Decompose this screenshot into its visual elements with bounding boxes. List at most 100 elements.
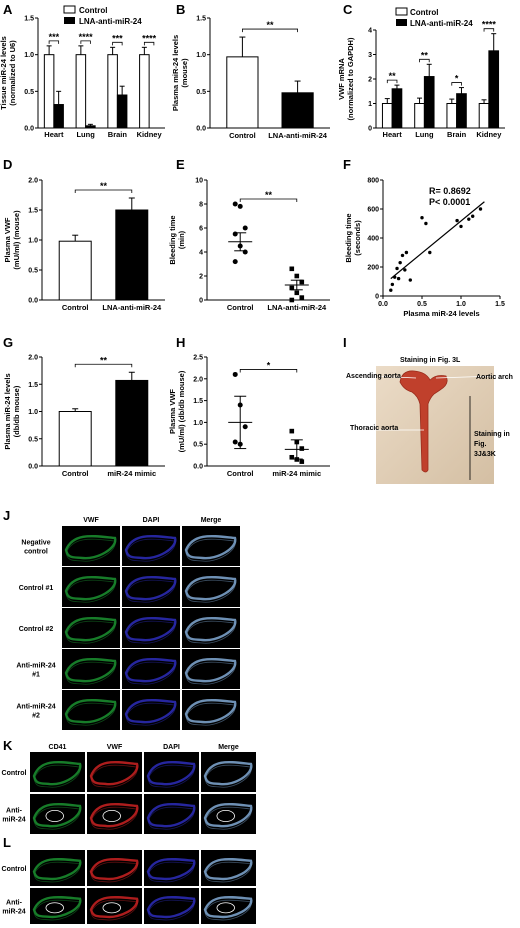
k-image-1-1-bg [87, 794, 142, 834]
chart-d: 0.0 0.5 1.0 1.5 2.0 Plasma VWF (mU/ml) (mouse)… [3, 178, 165, 312]
sig-C-0-stars: ** [389, 71, 397, 81]
bar-B-0 [226, 56, 259, 129]
x-tick-label-D-1: LNA-anti-miR-24 [102, 303, 162, 312]
l-image-0-3-vessel [203, 857, 253, 881]
y-tick-label-C-0: 0 [368, 126, 372, 133]
k-image-1-2-bg [144, 794, 199, 834]
legend-a-lna: LNA-anti-miR-24 [79, 17, 142, 26]
y-tick-label-H-5: 2.5 [193, 355, 203, 362]
point-F-12 [428, 250, 432, 255]
y-axis-subtitle-H: (mU/ml) (db/db mouse) [177, 370, 186, 452]
y-axis-subtitle-A: (normalized to U6) [8, 40, 17, 106]
sig-B-stars: ** [266, 20, 274, 30]
j-image-3-1-bg [122, 649, 180, 689]
bar-A-lung-control [75, 54, 87, 129]
sig-A-1 [80, 40, 91, 44]
point-H-1-2 [299, 446, 305, 451]
x-tick-label-C-1: Lung [415, 130, 434, 139]
j-image-1-2-vessel-inner [185, 579, 236, 603]
panel-label-g: G [3, 335, 13, 350]
sig-C-2 [451, 82, 462, 86]
bar-G-1 [115, 379, 149, 467]
y-tick-label-F-1: 200 [367, 265, 379, 272]
point-F-0 [389, 288, 393, 292]
sig-G-stars: ** [100, 355, 108, 365]
j-image-2-1-vessel [124, 616, 177, 642]
j-col-header-2: Merge [201, 517, 222, 524]
k-col-header-1: VWF [107, 744, 123, 751]
k-image-0-3-bg [201, 752, 256, 792]
l-row-label-1-0: Anti- [6, 900, 23, 907]
staining-label-2: Fig. [474, 441, 486, 448]
j-image-1-2-vessel [184, 575, 237, 601]
bar-D-0 [58, 240, 92, 301]
x-tick-label-B-1: LNA-anti-miR-24 [268, 131, 328, 140]
x-tick-label-A-0: Heart [44, 130, 64, 139]
j-row-label-2-0: Control #2 [19, 626, 54, 633]
j-image-2-2-vessel [184, 616, 237, 642]
j-image-4-0-vessel [64, 698, 117, 724]
k-image-1-3-marker [216, 810, 235, 823]
k-image-1-0-vessel-inner [33, 806, 81, 830]
j-image-2-1-vessel-inner [125, 620, 176, 644]
point-E-1-6 [289, 297, 295, 303]
ascending-aorta-label: Ascending aorta [346, 373, 401, 380]
y-axis-subtitle-G: (db/db mouse) [12, 385, 21, 437]
j-col-header-1: DAPI [143, 517, 160, 524]
y-tick-label-F-3: 600 [367, 207, 379, 214]
l-image-1-0-vessel-inner [33, 899, 81, 921]
j-image-2-1-bg [122, 608, 180, 648]
k-image-0-0-bg [30, 752, 85, 792]
sig-A-3 [143, 41, 155, 46]
point-E-1-2 [299, 279, 305, 285]
y-tick-label-E-1: 2 [199, 274, 203, 281]
legend-a-lna-swatch [64, 17, 75, 24]
y-tick-label-D-2: 1.0 [28, 238, 38, 245]
sig-A-0-stars: *** [49, 32, 60, 42]
x-tick-label-C-2: Brain [447, 130, 467, 139]
j-image-4-2-vessel [184, 698, 237, 724]
panel-label-a: A [3, 2, 13, 17]
x-tick-label-B-0: Control [229, 131, 256, 140]
k-image-0-3-vessel-inner [204, 764, 252, 788]
point-F-17 [478, 207, 483, 211]
k-image-1-1-marker [102, 810, 121, 823]
k-image-1-0-bg [30, 794, 85, 834]
point-F-3 [395, 266, 399, 271]
panel-l: Control Anti-miR-24 [2, 850, 256, 924]
y-tick-label-A-0: 0.0 [24, 126, 34, 133]
chart-e: 0 2 4 6 8 10 Bleeding time (min) Control LNA-anti… [168, 178, 330, 312]
j-image-1-0-vessel [64, 575, 117, 601]
k-image-1-1-vessel-inner [90, 806, 138, 830]
j-row-label-4-0: Anti-miR-24 [16, 704, 55, 711]
point-E-0-1 [237, 203, 243, 209]
point-F-7 [403, 268, 407, 272]
j-row-label-0-0: Negative [21, 540, 50, 547]
j-row-label-0-1: control [24, 549, 48, 556]
l-image-1-1-vessel [89, 895, 139, 919]
aorta-specimen [399, 370, 448, 473]
l-image-1-3-vessel [203, 895, 253, 919]
sig-H [239, 369, 298, 373]
y-axis-title-C: VWF mRNA [337, 58, 346, 100]
j-image-1-1-vessel-inner [125, 579, 176, 603]
l-image-1-0-vessel [32, 895, 82, 919]
y-tick-label-D-1: 0.5 [28, 268, 38, 275]
y-tick-label-A-2: 1.0 [24, 52, 34, 59]
l-row-label-0-0: Control [2, 866, 27, 873]
y-tick-label-H-2: 1.0 [193, 420, 203, 427]
sig-G [74, 363, 133, 368]
sig-C-0 [386, 79, 398, 84]
bar-G-0 [58, 411, 92, 467]
y-axis-title-B: Plasma miR-24 levels [171, 35, 180, 111]
sig-A-1-stars: **** [79, 32, 94, 42]
sig-C-3 [483, 28, 495, 32]
panel-label-j: J [3, 508, 10, 523]
chart-f: 0 200 400 600 800 Bleeding time (seconds) 0.0 0.… [344, 178, 505, 319]
j-image-2-0-bg [62, 608, 120, 648]
l-image-0-2-vessel [146, 857, 196, 881]
sig-H-stars: * [267, 360, 271, 370]
y-axis-subtitle-E: (min) [177, 230, 186, 249]
point-H-1-0 [289, 428, 295, 434]
k-image-0-0-vessel-inner [33, 764, 81, 788]
